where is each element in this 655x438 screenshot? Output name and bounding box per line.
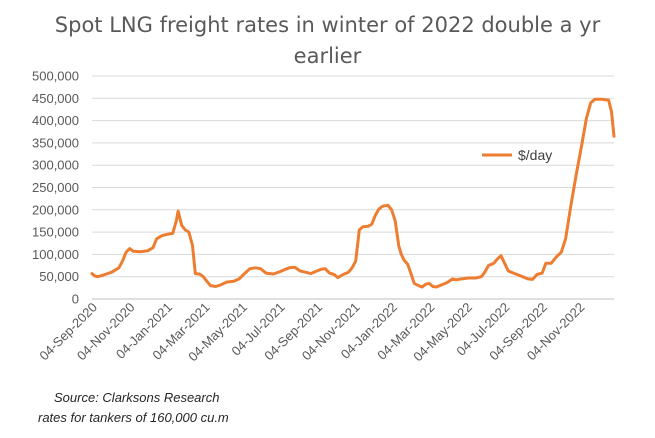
y-tick-label: 450,000 — [32, 91, 79, 106]
y-axis-tick-labels: 500,000 450,000 400,000 350,000 300,000 250,0… — [32, 69, 79, 307]
y-tick-label: 250,000 — [32, 180, 79, 195]
legend: $/day — [482, 147, 552, 163]
series-line-usd-per-day — [90, 97, 616, 289]
y-tick-label: 0 — [72, 292, 79, 307]
chart-title-line-2: earlier — [293, 44, 362, 68]
y-tick-label: 150,000 — [32, 225, 79, 240]
y-tick-label: 100,000 — [32, 247, 79, 262]
legend-label: $/day — [518, 147, 552, 163]
x-axis-tick-labels: 04-Sep-202004-Nov-202004-Jan-202104-Mar-… — [36, 300, 587, 365]
source-note-detail: rates for tankers of 160,000 cu.m — [38, 410, 229, 425]
y-tick-label: 400,000 — [32, 113, 79, 128]
y-tick-label: 200,000 — [32, 202, 79, 217]
y-tick-label: 350,000 — [32, 135, 79, 150]
chart-title-line-1: Spot LNG freight rates in winter of 2022… — [54, 13, 601, 37]
y-tick-label: 50,000 — [39, 269, 79, 284]
y-tick-label: 300,000 — [32, 158, 79, 173]
series-layer — [90, 97, 616, 289]
y-tick-label: 500,000 — [32, 69, 79, 84]
gridlines — [92, 75, 614, 300]
source-note: Source: Clarksons Research — [54, 390, 220, 405]
